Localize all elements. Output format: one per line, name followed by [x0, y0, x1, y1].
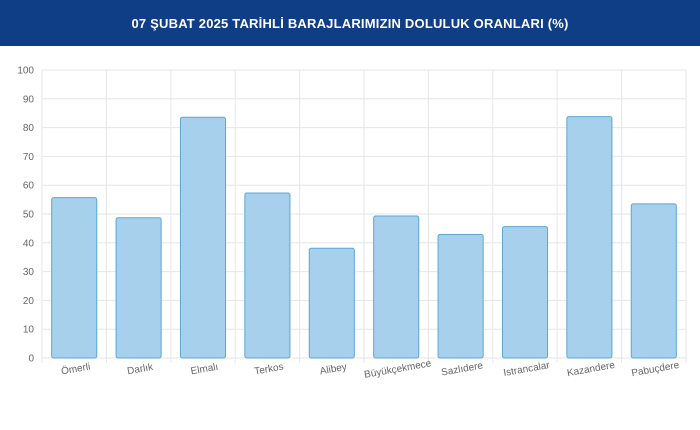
chart-title: 07 ŞUBAT 2025 TARİHLİ BARAJLARIMIZIN DOL… — [131, 15, 569, 31]
x-tick-label: Terkos — [254, 362, 285, 378]
x-tick-label: Sazlıdere — [440, 360, 484, 378]
x-axis-labels: Ömerli Darlık Elmalı Terkos Alibey Büyükçekme… — [60, 358, 680, 381]
bar-elmalı[interactable] — [179, 116, 227, 359]
bar-chart: 0 10 20 30 40 50 60 70 80 90 100 Ömerli Darlık Elmal… — [17, 66, 687, 381]
bar-sazlıdere[interactable] — [437, 233, 484, 359]
bars — [51, 116, 677, 359]
x-tick-label: Alibey — [319, 362, 348, 378]
bar-büyükçekmece[interactable] — [373, 215, 420, 359]
y-tick-label: 0 — [28, 354, 34, 365]
x-tick-label: Istrancalar — [503, 360, 552, 379]
y-tick-label: 50 — [23, 210, 35, 221]
x-tick-label: Büyükçekmece — [363, 358, 432, 381]
x-tick-label: Elmalı — [190, 362, 219, 378]
x-tick-label: Pabuçdere — [631, 360, 681, 379]
y-tick-label: 60 — [23, 181, 35, 192]
x-tick-label: Darlık — [126, 362, 155, 378]
bar-kazandere[interactable] — [566, 116, 613, 359]
bar-istrancalar[interactable] — [501, 226, 549, 359]
y-tick-label: 30 — [23, 267, 35, 278]
bar-pabuçdere[interactable] — [630, 203, 677, 359]
y-tick-label: 80 — [23, 123, 35, 134]
x-tick-label: Kazandere — [566, 360, 616, 379]
bar-darlık[interactable] — [115, 217, 162, 359]
y-tick-label: 20 — [23, 296, 35, 307]
y-tick-label: 40 — [23, 238, 35, 249]
y-tick-label: 100 — [17, 66, 34, 77]
chart-header: 07 ŞUBAT 2025 TARİHLİ BARAJLARIMIZIN DOL… — [0, 0, 700, 46]
y-axis-ticks: 0 10 20 30 40 50 60 70 80 90 100 — [17, 66, 34, 365]
grid-lines — [41, 69, 687, 363]
bar-ömerli[interactable] — [51, 197, 98, 359]
x-tick-label: Ömerli — [60, 361, 91, 378]
bar-terkos[interactable] — [244, 192, 291, 359]
y-tick-label: 10 — [23, 325, 35, 336]
y-tick-label: 90 — [23, 94, 35, 105]
bar-alibey[interactable] — [308, 247, 355, 359]
y-tick-label: 70 — [23, 152, 35, 163]
